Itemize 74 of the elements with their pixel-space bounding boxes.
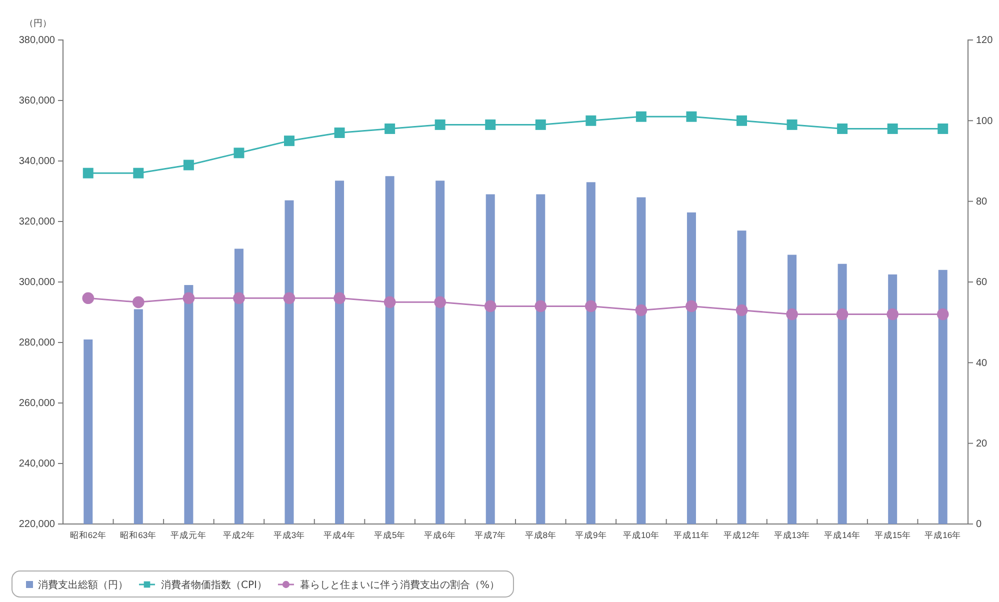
point <box>938 123 948 134</box>
legend-label: 消費支出総額（円） <box>38 579 128 591</box>
point <box>786 119 798 130</box>
point <box>82 168 94 178</box>
point <box>233 292 245 304</box>
y-tick-label: 240,000 <box>18 458 56 470</box>
x-tick-label: 平成12年 <box>724 530 760 540</box>
y-tick-label: 320,000 <box>18 216 56 228</box>
x-tick-label: 平成7年 <box>474 530 506 540</box>
x-tick-label: 平成6年 <box>424 530 456 540</box>
y-tick-label: 260,000 <box>18 398 56 410</box>
y-tick-label: 380,000 <box>18 35 56 46</box>
point <box>334 292 346 304</box>
legend-label: 暮らしと住まいに伴う消費支出の割合（%） <box>300 579 500 591</box>
point <box>836 308 848 320</box>
x-tick-label: 平成14年 <box>824 530 861 540</box>
point <box>936 308 949 320</box>
x-tick-label: 平成15年 <box>874 530 911 540</box>
point <box>484 300 496 312</box>
point <box>636 111 646 122</box>
point <box>887 123 898 134</box>
point <box>586 115 596 126</box>
x-tick-label: 平成3年 <box>273 530 306 540</box>
point <box>434 296 446 308</box>
y2-tick-label: 40 <box>976 358 988 369</box>
point <box>786 308 798 320</box>
y-tick-label: 220,000 <box>18 519 56 530</box>
point <box>283 292 296 304</box>
point <box>434 119 446 130</box>
point <box>82 292 94 304</box>
point <box>384 296 396 308</box>
point <box>886 308 898 320</box>
x-tick-label: 昭和62年 <box>70 530 106 540</box>
point <box>686 300 698 312</box>
y-tick-label: 280,000 <box>18 338 56 349</box>
x-tick-label: 平成10年 <box>622 530 660 540</box>
y2-tick-label: 20 <box>976 438 988 450</box>
point <box>132 296 144 308</box>
y2-tick-label: 80 <box>976 196 988 208</box>
x-tick-label: 平成5年 <box>374 530 406 540</box>
point <box>585 300 597 312</box>
y2-tick-label: 120 <box>976 35 994 46</box>
point <box>837 123 848 134</box>
point <box>736 304 748 316</box>
x-tick-label: 平成11年 <box>674 530 710 540</box>
point <box>234 148 244 158</box>
x-tick-label: 平成4年 <box>324 530 356 540</box>
point <box>736 115 747 126</box>
point <box>334 128 345 138</box>
y-tick-label: 340,000 <box>18 156 56 168</box>
y-axis-title: （円） <box>24 19 52 29</box>
x-tick-label: 平成9年 <box>575 530 607 540</box>
point <box>635 304 648 316</box>
y-tick-label: 360,000 <box>18 96 56 107</box>
point <box>133 168 144 178</box>
x-tick-label: 昭和63年 <box>120 530 157 540</box>
x-tick-label: 平成元年 <box>170 530 207 540</box>
point <box>535 119 546 130</box>
point <box>284 136 294 146</box>
x-tick-label: 平成8年 <box>524 530 557 540</box>
point <box>384 123 396 134</box>
point <box>182 292 195 304</box>
point <box>686 111 697 122</box>
y2-tick-label: 60 <box>976 277 988 288</box>
x-tick-label: 平成2年 <box>223 530 255 540</box>
x-tick-label: 平成13年 <box>774 530 810 540</box>
point <box>485 119 496 130</box>
x-tick-label: 平成16年 <box>924 530 962 540</box>
legend-label: 消費者物価指数（CPI） <box>161 579 267 591</box>
point <box>534 300 547 312</box>
y2-tick-label: 0 <box>976 519 982 530</box>
point <box>183 160 194 170</box>
y2-tick-label: 100 <box>976 116 994 127</box>
y-tick-label: 300,000 <box>18 277 56 288</box>
